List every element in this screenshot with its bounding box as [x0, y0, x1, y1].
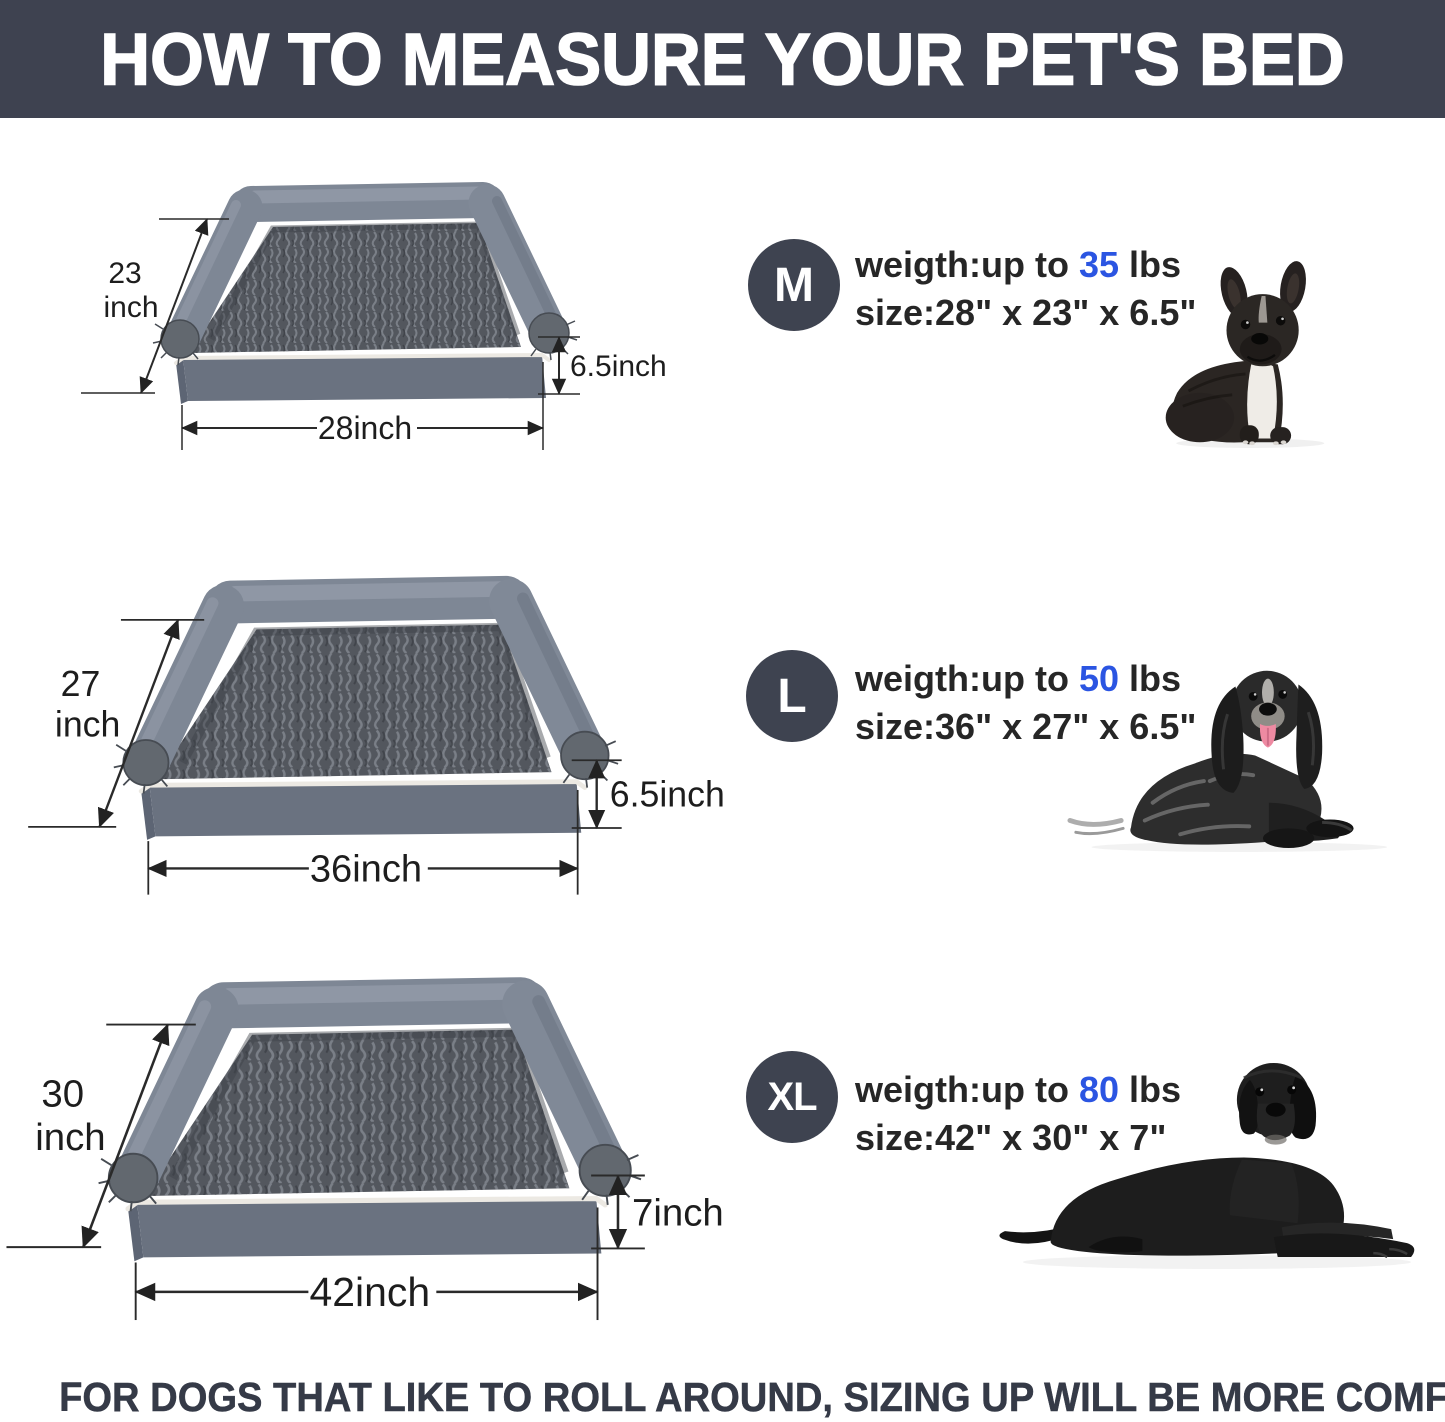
bed-height-dimension: 6.5inch: [610, 775, 725, 815]
header-banner: HOW TO MEASURE YOUR PET'S BED: [0, 0, 1445, 118]
page-title: HOW TO MEASURE YOUR PET'S BED: [100, 17, 1346, 100]
size-info-l: weigth:up to 50 lbs size:36" x 27" x 6.5…: [855, 655, 1415, 751]
weight-value: 80: [1078, 1069, 1119, 1110]
dog-photo-french-bulldog: [1165, 261, 1325, 448]
weight-text: weigth:up to 50 lbs: [855, 658, 1182, 699]
bed-width-dimension: 42inch: [309, 1269, 430, 1315]
size-badge-m: M: [748, 239, 840, 331]
bed-side-unit: inch: [55, 704, 120, 744]
bed-height-dimension: 6.5inch: [570, 350, 667, 383]
size-text: size:42" x 30" x 7": [855, 1117, 1167, 1158]
size-text: size:28" x 23" x 6.5": [855, 292, 1197, 333]
weight-text: weigth:up to 80 lbs: [855, 1069, 1182, 1110]
weight-value: 35: [1078, 244, 1119, 285]
footer-text: FOR DOGS THAT LIKE TO ROLL AROUND, SIZIN…: [59, 1374, 1445, 1421]
bed-diagram-m: 23 inch 6.5inch 28inch: [59, 167, 667, 457]
size-badge-label: XL: [767, 1074, 817, 1119]
bed-side-dimension: 30: [41, 1072, 84, 1115]
size-badge-label: M: [774, 258, 814, 312]
size-badge-xl: XL: [746, 1051, 838, 1143]
bed-side-dimension: 23: [108, 257, 141, 290]
bed-diagram-l: 27 inch 6.5inch 36inch: [2, 558, 725, 903]
size-badge-l: L: [746, 650, 838, 742]
dog-photo-black-labrador: [999, 1062, 1415, 1270]
bed-diagram-xl: 30 inch 7inch 42inch: [0, 958, 724, 1329]
weight-value: 50: [1078, 658, 1119, 699]
size-info-m: weigth:up to 35 lbs size:28" x 23" x 6.5…: [855, 241, 1415, 337]
bed-height-dimension: 7inch: [632, 1191, 724, 1234]
bed-width-dimension: 28inch: [318, 410, 412, 446]
bed-width-dimension: 36inch: [310, 849, 422, 891]
dog-photo-cocker-spaniel: [1067, 670, 1388, 852]
bed-side-dimension: 27: [61, 664, 101, 704]
size-info-xl: weigth:up to 80 lbs size:42" x 30" x 7": [855, 1066, 1415, 1162]
size-text: size:36" x 27" x 6.5": [855, 706, 1197, 747]
bed-side-unit: inch: [103, 291, 158, 324]
weight-text: weigth:up to 35 lbs: [855, 244, 1182, 285]
bed-side-unit: inch: [35, 1116, 105, 1159]
footer-note: FOR DOGS THAT LIKE TO ROLL AROUND, SIZIN…: [0, 1374, 1445, 1421]
size-badge-label: L: [777, 669, 807, 723]
